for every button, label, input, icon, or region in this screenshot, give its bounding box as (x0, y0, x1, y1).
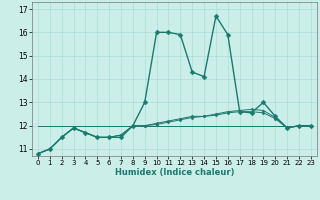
X-axis label: Humidex (Indice chaleur): Humidex (Indice chaleur) (115, 168, 234, 177)
